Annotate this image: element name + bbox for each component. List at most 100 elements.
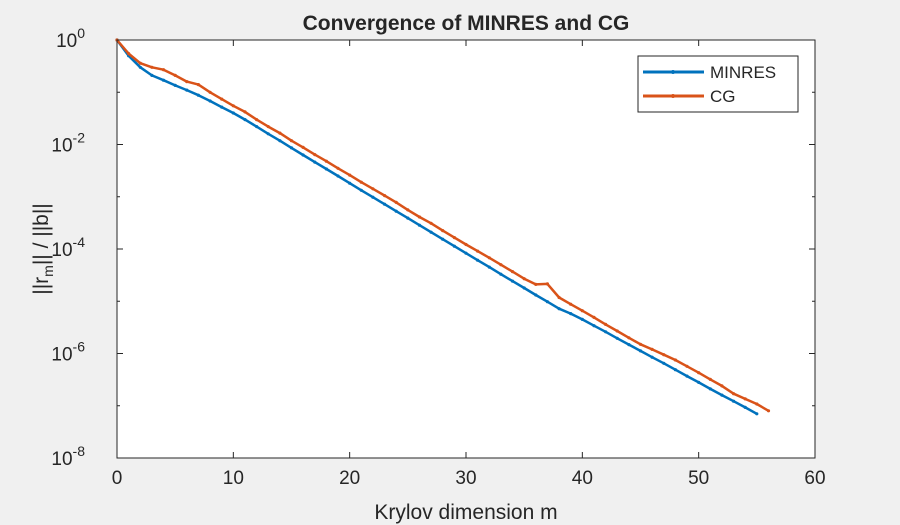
series-layer bbox=[115, 38, 771, 416]
y-tick-exponent: -2 bbox=[73, 130, 86, 146]
data-point-cg bbox=[476, 249, 480, 253]
data-point-cg bbox=[522, 277, 526, 281]
data-point-cg bbox=[208, 90, 212, 94]
data-point-cg bbox=[452, 236, 456, 240]
data-point-cg bbox=[266, 125, 270, 129]
data-point-cg bbox=[720, 384, 724, 388]
y-tick-exponent: -4 bbox=[73, 234, 86, 250]
data-point-cg bbox=[336, 166, 340, 170]
legend-marker-minres bbox=[671, 70, 675, 74]
data-point-minres bbox=[580, 317, 584, 321]
data-point-cg bbox=[650, 347, 654, 351]
y-tick-label: 10-2 bbox=[51, 130, 85, 157]
data-point-cg bbox=[231, 104, 235, 108]
data-point-cg bbox=[138, 61, 142, 65]
data-point-minres bbox=[255, 125, 259, 129]
data-point-cg bbox=[324, 159, 328, 163]
data-point-minres bbox=[487, 265, 491, 269]
data-point-minres bbox=[743, 405, 747, 409]
data-point-cg bbox=[766, 409, 771, 413]
data-point-cg bbox=[545, 282, 550, 286]
data-point-minres bbox=[383, 202, 387, 206]
data-point-cg bbox=[569, 302, 573, 306]
data-point-cg bbox=[196, 83, 200, 87]
data-point-cg bbox=[464, 242, 468, 247]
data-point-cg bbox=[220, 97, 224, 101]
data-point-cg bbox=[278, 131, 282, 135]
data-point-minres bbox=[650, 355, 654, 359]
y-axis-label-subscript: m bbox=[40, 265, 56, 277]
legend-box bbox=[637, 55, 799, 113]
data-point-cg bbox=[615, 329, 619, 333]
data-point-minres bbox=[557, 307, 561, 311]
data-point-cg bbox=[662, 353, 666, 357]
data-point-minres bbox=[638, 349, 643, 353]
data-point-cg bbox=[127, 52, 131, 56]
data-point-cg bbox=[673, 358, 678, 362]
x-tick-label: 0 bbox=[112, 468, 123, 489]
y-tick-base: 10 bbox=[51, 345, 72, 366]
data-point-cg bbox=[580, 309, 584, 313]
data-point-minres bbox=[231, 111, 235, 115]
data-point-cg bbox=[429, 221, 433, 225]
data-point-minres bbox=[545, 300, 550, 304]
data-point-minres bbox=[220, 105, 224, 109]
data-point-minres bbox=[697, 380, 701, 384]
data-point-minres bbox=[510, 279, 515, 283]
data-point-minres bbox=[336, 174, 340, 178]
data-point-cg bbox=[697, 371, 701, 375]
data-point-minres bbox=[476, 258, 480, 262]
data-point-minres bbox=[720, 393, 724, 397]
data-point-cg bbox=[638, 342, 643, 346]
data-point-cg bbox=[289, 139, 294, 143]
data-point-cg bbox=[604, 322, 608, 326]
data-point-minres bbox=[196, 93, 200, 97]
data-point-cg bbox=[348, 173, 352, 177]
data-point-minres bbox=[522, 286, 526, 290]
x-tick-label: 60 bbox=[804, 468, 825, 489]
data-point-cg bbox=[243, 110, 247, 114]
data-point-cg bbox=[685, 364, 689, 368]
legend-label-minres: MINRES bbox=[710, 63, 776, 82]
data-point-cg bbox=[406, 208, 410, 212]
y-tick-base: 10 bbox=[51, 449, 72, 470]
data-point-minres bbox=[371, 195, 375, 199]
data-point-cg bbox=[627, 336, 631, 340]
data-point-minres bbox=[301, 153, 305, 157]
data-point-cg bbox=[255, 118, 259, 122]
data-point-cg bbox=[592, 315, 596, 319]
data-point-cg bbox=[534, 282, 538, 286]
data-point-minres bbox=[278, 139, 282, 143]
data-point-minres bbox=[150, 73, 154, 77]
data-point-minres bbox=[615, 336, 619, 340]
data-point-cg bbox=[301, 145, 305, 149]
data-point-cg bbox=[499, 263, 503, 267]
y-axis-label-base: ||r bbox=[30, 277, 53, 295]
y-tick-exponent: -8 bbox=[73, 443, 86, 459]
chart-title: Convergence of MINRES and CG bbox=[303, 12, 630, 35]
data-point-cg bbox=[743, 397, 747, 401]
data-point-minres bbox=[464, 251, 468, 255]
data-point-cg bbox=[371, 187, 375, 191]
data-point-cg bbox=[150, 65, 154, 69]
y-tick-base: 10 bbox=[56, 31, 77, 52]
data-point-minres bbox=[755, 412, 759, 416]
data-point-cg bbox=[359, 180, 363, 184]
x-tick-label: 30 bbox=[455, 468, 476, 489]
data-point-minres bbox=[173, 83, 177, 87]
x-tick-label: 20 bbox=[339, 468, 360, 489]
data-point-cg bbox=[441, 229, 445, 233]
data-point-cg bbox=[510, 270, 515, 274]
data-point-minres bbox=[138, 65, 142, 69]
data-point-minres bbox=[394, 209, 398, 213]
y-tick-exponent: 0 bbox=[77, 25, 85, 41]
data-point-minres bbox=[604, 330, 608, 334]
data-point-minres bbox=[662, 361, 666, 365]
data-point-minres bbox=[569, 312, 573, 316]
data-point-minres bbox=[627, 343, 631, 347]
data-point-minres bbox=[708, 387, 712, 391]
data-point-cg bbox=[487, 256, 491, 260]
data-point-minres bbox=[406, 216, 410, 220]
data-point-minres bbox=[289, 146, 294, 150]
